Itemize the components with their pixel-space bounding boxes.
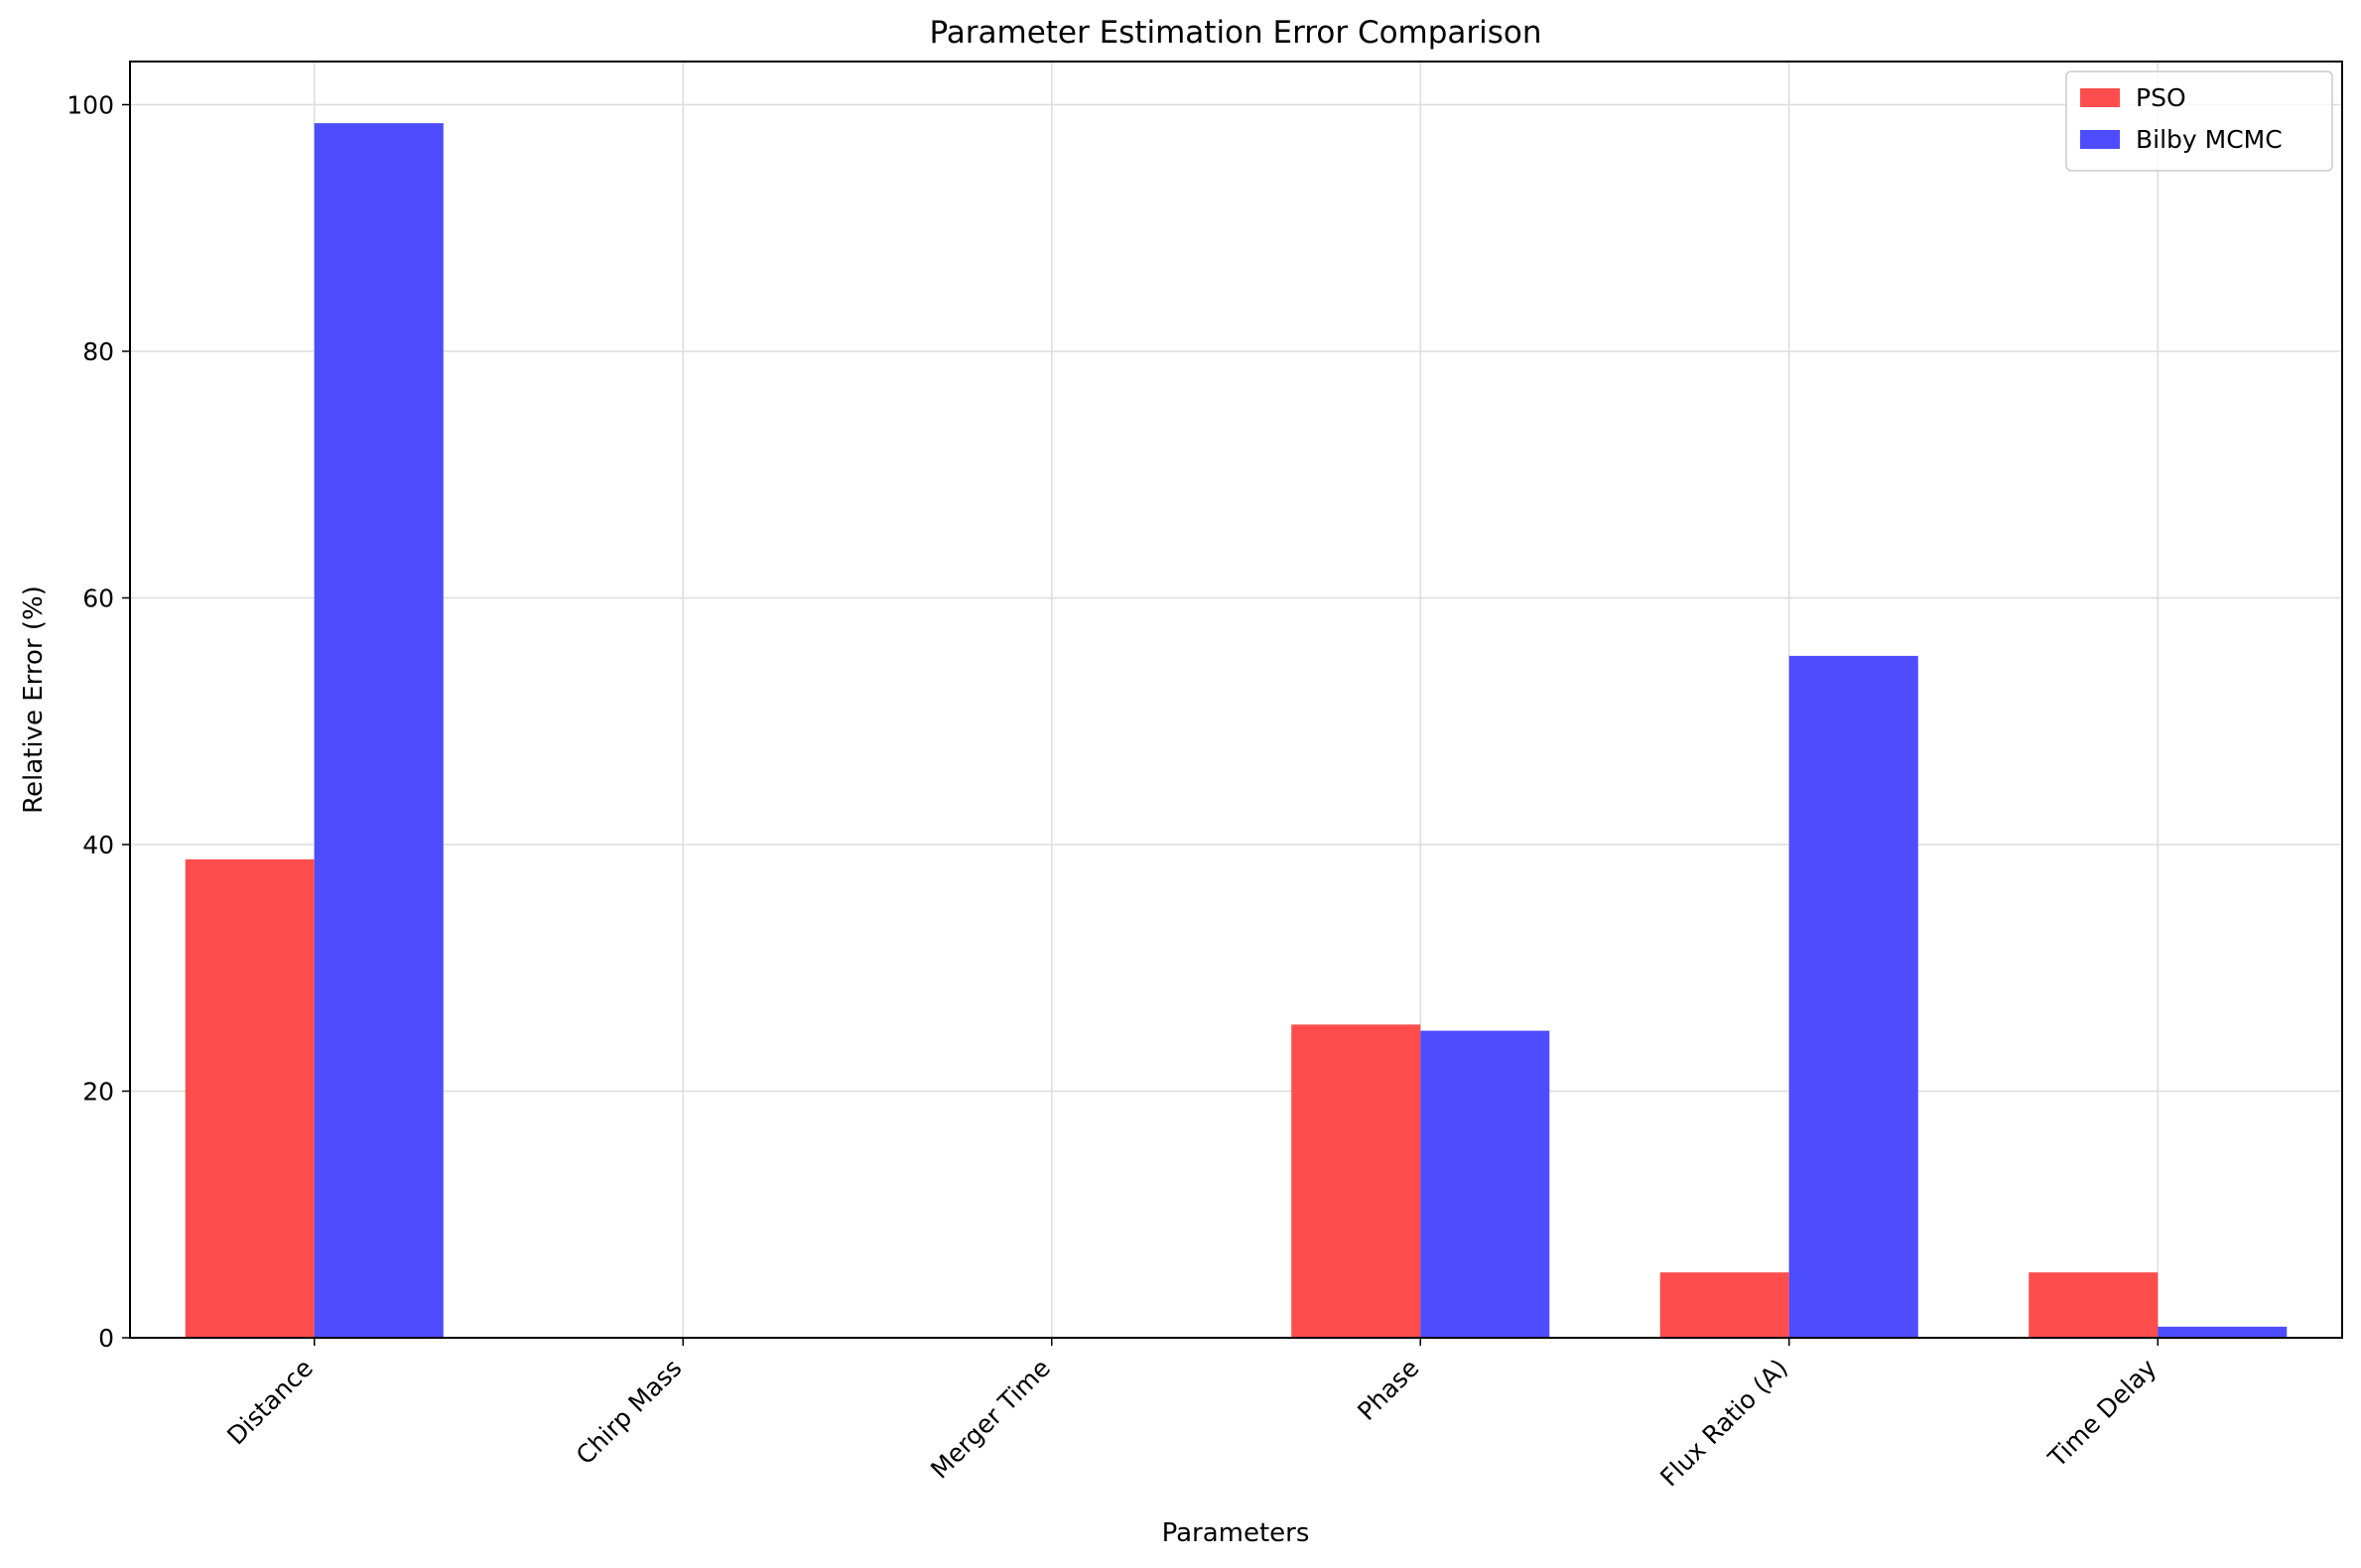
bar-bilby-mcmc-phase bbox=[1420, 1030, 1550, 1338]
legend-label-bilby-mcmc: Bilby MCMC bbox=[2136, 125, 2283, 154]
plot-frame bbox=[129, 61, 2343, 1339]
legend-label-pso: PSO bbox=[2136, 83, 2186, 112]
y-tick-label: 40 bbox=[82, 831, 114, 859]
bar-pso-phase bbox=[1291, 1024, 1421, 1338]
y-axis-label: Relative Error (%) bbox=[19, 586, 49, 814]
x-axis-label: Parameters bbox=[1162, 1518, 1310, 1548]
y-tick-label: 80 bbox=[82, 337, 114, 366]
bar-bilby-mcmc-time-delay bbox=[2158, 1326, 2288, 1338]
bars bbox=[185, 123, 2288, 1338]
legend-swatch-pso bbox=[2080, 88, 2120, 107]
bar-pso-distance bbox=[185, 858, 315, 1338]
y-tick-label: 60 bbox=[82, 584, 114, 612]
y-tick-label: 0 bbox=[98, 1324, 114, 1353]
legend-frame bbox=[2065, 70, 2333, 172]
bar-bilby-mcmc-flux-ratio-a bbox=[1788, 655, 1918, 1338]
y-tick-label: 20 bbox=[82, 1077, 114, 1106]
y-tick-label: 100 bbox=[66, 90, 114, 119]
chart-title: Parameter Estimation Error Comparison bbox=[929, 15, 1541, 51]
legend: PSO Bilby MCMC bbox=[2065, 70, 2333, 172]
legend-swatch-bilby-mcmc bbox=[2080, 130, 2120, 149]
bar-pso-time-delay bbox=[2029, 1272, 2159, 1338]
bar-bilby-mcmc-distance bbox=[314, 123, 444, 1338]
bar-pso-flux-ratio-a bbox=[1659, 1272, 1789, 1338]
plot-area-background bbox=[130, 62, 2342, 1338]
